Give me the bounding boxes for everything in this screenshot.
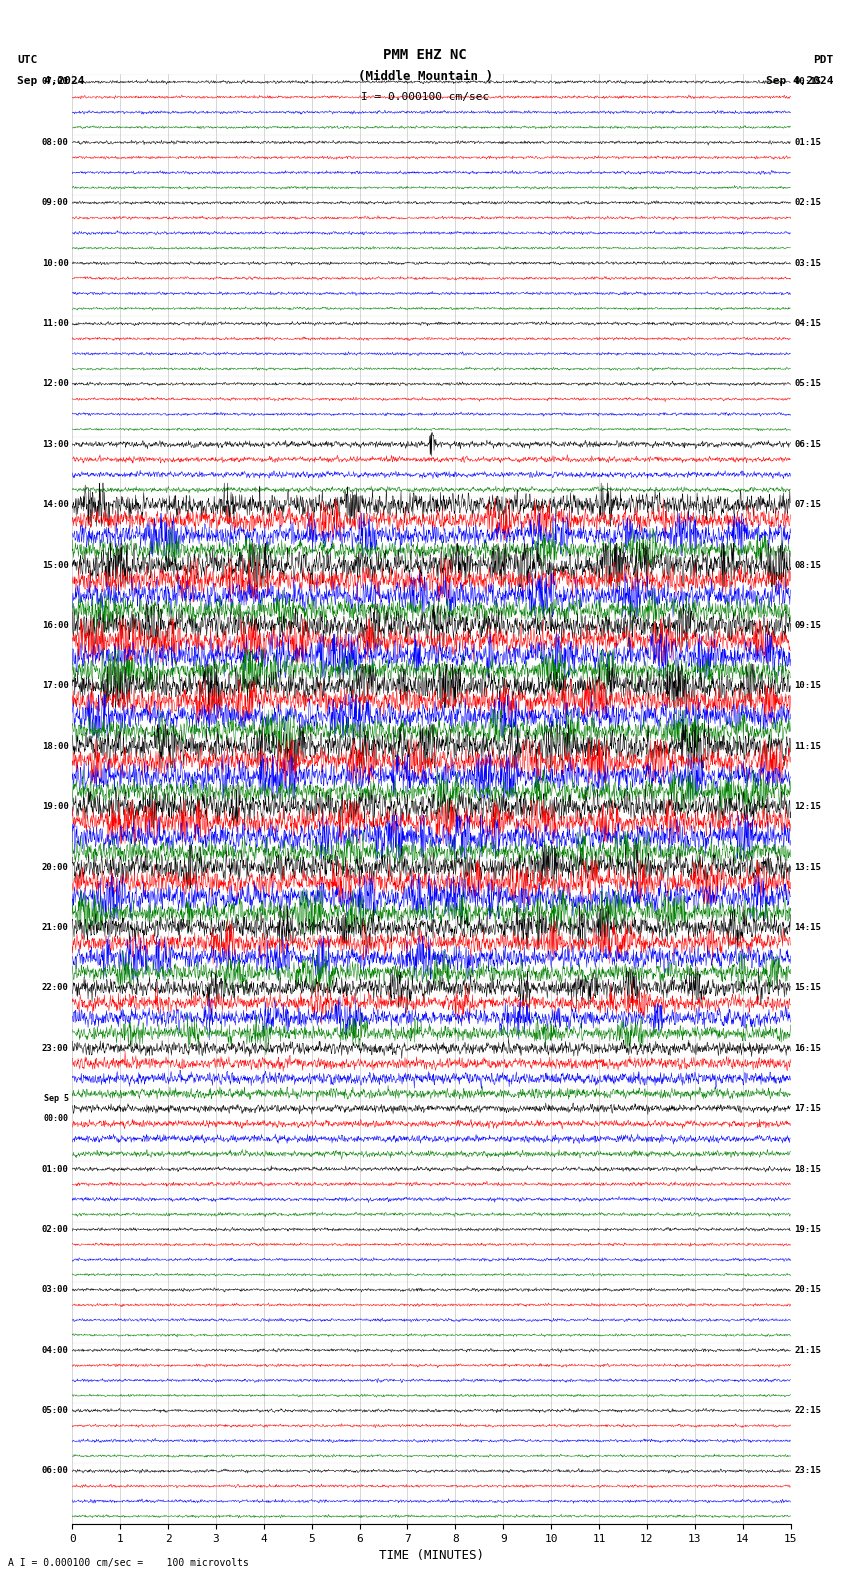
- Text: 11:00: 11:00: [42, 318, 69, 328]
- Text: Sep 4,2024: Sep 4,2024: [766, 76, 833, 86]
- Text: 17:00: 17:00: [42, 681, 69, 691]
- Text: A I = 0.000100 cm/sec =    100 microvolts: A I = 0.000100 cm/sec = 100 microvolts: [8, 1559, 249, 1568]
- Text: 08:00: 08:00: [42, 138, 69, 147]
- Text: 22:00: 22:00: [42, 984, 69, 992]
- Text: 13:15: 13:15: [794, 863, 821, 871]
- Text: PMM EHZ NC: PMM EHZ NC: [383, 48, 467, 62]
- Text: 07:15: 07:15: [794, 501, 821, 508]
- Text: 02:00: 02:00: [42, 1224, 69, 1234]
- Text: 16:00: 16:00: [42, 621, 69, 630]
- Text: 02:15: 02:15: [794, 198, 821, 208]
- Text: 01:15: 01:15: [794, 138, 821, 147]
- Text: 16:15: 16:15: [794, 1044, 821, 1053]
- Text: 06:00: 06:00: [42, 1467, 69, 1475]
- Text: 14:15: 14:15: [794, 923, 821, 931]
- Text: 20:00: 20:00: [42, 863, 69, 871]
- Text: 08:15: 08:15: [794, 561, 821, 570]
- Text: 03:15: 03:15: [794, 258, 821, 268]
- X-axis label: TIME (MINUTES): TIME (MINUTES): [379, 1549, 484, 1562]
- Text: 04:15: 04:15: [794, 318, 821, 328]
- Text: 03:00: 03:00: [42, 1285, 69, 1294]
- Text: 01:00: 01:00: [42, 1164, 69, 1174]
- Text: 19:00: 19:00: [42, 802, 69, 811]
- Text: 00:15: 00:15: [794, 78, 821, 87]
- Text: 23:00: 23:00: [42, 1044, 69, 1053]
- Text: 10:00: 10:00: [42, 258, 69, 268]
- Text: 12:15: 12:15: [794, 802, 821, 811]
- Text: 12:00: 12:00: [42, 380, 69, 388]
- Text: 09:15: 09:15: [794, 621, 821, 630]
- Text: 07:00: 07:00: [42, 78, 69, 87]
- Text: 13:00: 13:00: [42, 440, 69, 448]
- Text: UTC: UTC: [17, 55, 37, 65]
- Text: 15:00: 15:00: [42, 561, 69, 570]
- Text: 20:15: 20:15: [794, 1285, 821, 1294]
- Text: (Middle Mountain ): (Middle Mountain ): [358, 70, 492, 82]
- Text: 04:00: 04:00: [42, 1346, 69, 1354]
- Text: 17:15: 17:15: [794, 1104, 821, 1114]
- Text: 05:00: 05:00: [42, 1407, 69, 1415]
- Text: Sep 5: Sep 5: [43, 1095, 69, 1102]
- Text: 00:00: 00:00: [43, 1114, 69, 1123]
- Text: 09:00: 09:00: [42, 198, 69, 208]
- Text: 18:00: 18:00: [42, 741, 69, 751]
- Text: 06:15: 06:15: [794, 440, 821, 448]
- Text: 14:00: 14:00: [42, 501, 69, 508]
- Text: 15:15: 15:15: [794, 984, 821, 992]
- Text: 11:15: 11:15: [794, 741, 821, 751]
- Text: 05:15: 05:15: [794, 380, 821, 388]
- Text: 18:15: 18:15: [794, 1164, 821, 1174]
- Text: I = 0.000100 cm/sec: I = 0.000100 cm/sec: [361, 92, 489, 101]
- Text: 23:15: 23:15: [794, 1467, 821, 1475]
- Text: 21:15: 21:15: [794, 1346, 821, 1354]
- Text: Sep 4,2024: Sep 4,2024: [17, 76, 84, 86]
- Text: 22:15: 22:15: [794, 1407, 821, 1415]
- Text: PDT: PDT: [813, 55, 833, 65]
- Text: 19:15: 19:15: [794, 1224, 821, 1234]
- Text: 10:15: 10:15: [794, 681, 821, 691]
- Text: 21:00: 21:00: [42, 923, 69, 931]
